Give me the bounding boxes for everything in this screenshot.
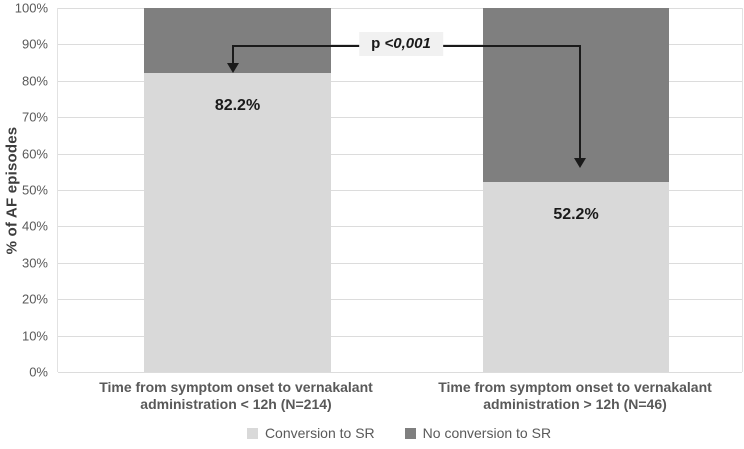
gridline bbox=[58, 117, 742, 119]
p-value-number: <0,001 bbox=[384, 35, 431, 52]
p-value-prefix: p bbox=[371, 35, 381, 52]
bar-over-12h-conversion-segment: 52.2% bbox=[483, 182, 669, 372]
down-arrow-icon bbox=[227, 63, 239, 73]
y-tick-70: 70% bbox=[21, 109, 48, 125]
category-label-under-12h: Time from symptom onset to vernakalant a… bbox=[99, 379, 373, 412]
gridline bbox=[58, 226, 742, 228]
gridline bbox=[58, 80, 742, 82]
y-tick-40: 40% bbox=[21, 218, 48, 234]
y-tick-80: 80% bbox=[21, 73, 48, 89]
no-conversion-swatch-icon bbox=[404, 427, 416, 439]
legend-label-conversion: Conversion to SR bbox=[264, 425, 375, 441]
y-tick-10: 10% bbox=[21, 328, 48, 344]
bar-over-12h-no-conversion-segment bbox=[483, 8, 669, 182]
y-tick-90: 90% bbox=[21, 36, 48, 52]
bar-over-12h: 52.2% bbox=[483, 8, 669, 372]
legend: Conversion to SR No conversion to SR bbox=[57, 425, 741, 441]
gridline bbox=[58, 8, 742, 9]
gridline bbox=[58, 335, 742, 337]
gridline bbox=[58, 262, 742, 264]
gridline bbox=[58, 299, 742, 301]
y-tick-0: 0% bbox=[29, 364, 48, 380]
y-tick-20: 20% bbox=[21, 291, 48, 307]
bar-under-12h-conversion-segment: 82.2% bbox=[144, 72, 331, 372]
category-label-over-12h: Time from symptom onset to vernakalant a… bbox=[438, 379, 712, 412]
plot-area: 82.2% 52.2% p <0,001 bbox=[57, 8, 743, 373]
conversion-swatch-icon bbox=[246, 427, 258, 439]
y-tick-100: 100% bbox=[14, 0, 48, 16]
legend-item-no-conversion: No conversion to SR bbox=[404, 425, 552, 441]
bar-under-12h: 82.2% bbox=[144, 8, 331, 372]
p-value-label: p <0,001 bbox=[359, 32, 443, 56]
bar-under-12h-no-conversion-segment bbox=[144, 8, 331, 73]
legend-label-no-conversion: No conversion to SR bbox=[422, 425, 552, 441]
gridline bbox=[58, 190, 742, 191]
y-tick-30: 30% bbox=[21, 255, 48, 271]
y-axis-tick-labels: 100% 90% 80% 70% 60% 50% 40% 30% 20% 10%… bbox=[0, 1, 50, 380]
down-arrow-icon bbox=[574, 158, 586, 168]
gridline bbox=[58, 153, 742, 155]
y-tick-50: 50% bbox=[21, 182, 48, 198]
significance-arrow-right-line bbox=[579, 45, 581, 159]
bar-under-12h-value-label: 82.2% bbox=[214, 96, 261, 114]
significance-arrow-left-line bbox=[232, 45, 234, 64]
legend-item-conversion: Conversion to SR bbox=[246, 425, 375, 441]
y-tick-60: 60% bbox=[21, 146, 48, 162]
bar-over-12h-value-label: 52.2% bbox=[553, 206, 599, 223]
gridline bbox=[58, 372, 742, 373]
